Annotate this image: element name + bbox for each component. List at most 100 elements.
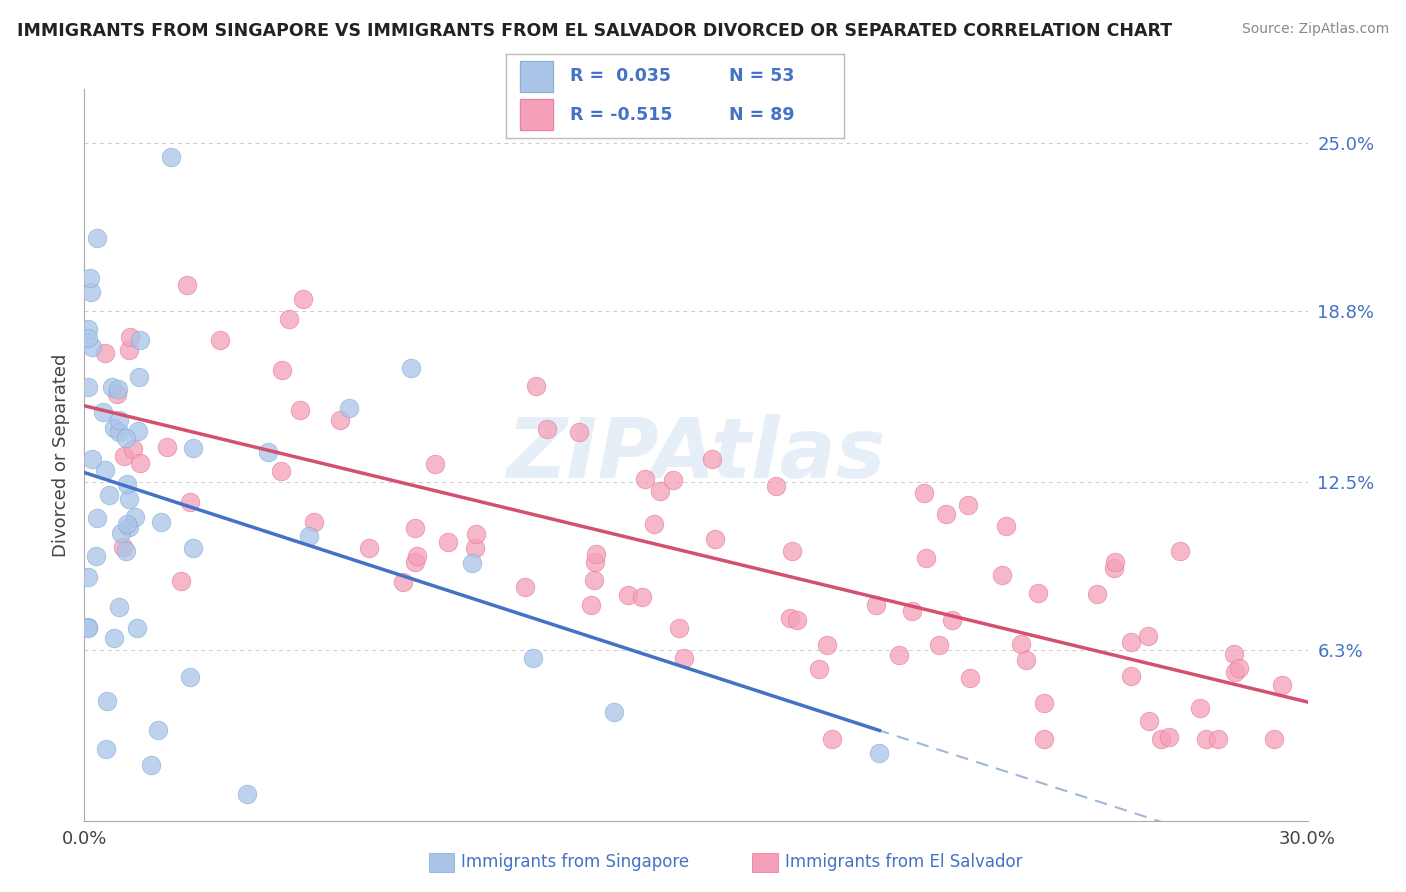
Point xyxy=(108,425,131,439)
Point xyxy=(77,621,100,635)
Point xyxy=(583,573,606,587)
Point xyxy=(662,473,685,487)
Text: IMMIGRANTS FROM SINGAPORE VS IMMIGRANTS FROM EL SALVADOR DIVORCED OR SEPARATED C: IMMIGRANTS FROM SINGAPORE VS IMMIGRANTS … xyxy=(17,22,1173,40)
Point xyxy=(96,694,118,708)
Point xyxy=(82,452,104,467)
Text: N = 89: N = 89 xyxy=(728,105,794,123)
Point xyxy=(392,574,415,589)
Point xyxy=(423,457,446,471)
Bar xyxy=(520,99,554,130)
Point xyxy=(404,521,426,535)
Point xyxy=(1137,714,1160,728)
Point xyxy=(110,525,132,540)
Point xyxy=(339,401,361,416)
Point xyxy=(108,413,131,427)
Point xyxy=(567,425,589,439)
Point xyxy=(703,532,725,546)
Point xyxy=(97,488,120,502)
Point xyxy=(77,331,100,345)
Point xyxy=(155,440,177,454)
Point xyxy=(257,445,280,459)
Point xyxy=(436,534,458,549)
Point xyxy=(990,568,1012,582)
Point xyxy=(77,620,100,634)
Point xyxy=(399,360,422,375)
Point xyxy=(994,519,1017,533)
Text: N = 53: N = 53 xyxy=(728,68,794,86)
Point xyxy=(782,544,804,558)
Point xyxy=(935,508,957,522)
Point xyxy=(928,638,950,652)
Point xyxy=(108,600,131,615)
Point xyxy=(179,670,201,684)
Point xyxy=(643,517,665,532)
Point xyxy=(406,549,429,564)
Point xyxy=(779,610,801,624)
Point xyxy=(807,662,830,676)
Point xyxy=(278,312,301,326)
Point xyxy=(1033,732,1056,747)
Point xyxy=(103,421,125,435)
Point xyxy=(298,529,321,543)
Point xyxy=(115,476,138,491)
Point xyxy=(1137,630,1160,644)
Point xyxy=(912,486,935,500)
Point xyxy=(815,638,838,652)
Point xyxy=(668,621,690,635)
Point xyxy=(146,723,169,737)
Point xyxy=(120,330,142,344)
Point xyxy=(208,333,231,347)
Point xyxy=(1229,661,1251,675)
Point xyxy=(524,378,547,392)
Point xyxy=(956,498,979,512)
Point xyxy=(465,527,488,541)
Point xyxy=(1222,647,1244,661)
Point xyxy=(1032,696,1054,710)
Point xyxy=(118,492,141,507)
Point xyxy=(270,363,292,377)
Point xyxy=(96,742,118,756)
Point xyxy=(107,382,129,396)
Point xyxy=(86,511,108,525)
Point xyxy=(129,457,152,471)
Point xyxy=(1168,544,1191,558)
Point xyxy=(128,424,150,438)
Point xyxy=(585,547,607,561)
Point xyxy=(821,732,844,747)
Point xyxy=(121,442,143,456)
Point xyxy=(672,651,695,665)
Point xyxy=(236,787,259,801)
Point xyxy=(111,540,134,554)
Point xyxy=(1195,732,1218,747)
Point xyxy=(181,441,204,455)
Point xyxy=(1263,732,1285,747)
Point xyxy=(630,590,652,604)
Point xyxy=(1223,665,1246,679)
Point xyxy=(869,746,891,760)
Point xyxy=(141,758,163,772)
Point xyxy=(634,472,657,486)
Point xyxy=(1085,587,1108,601)
Text: R = -0.515: R = -0.515 xyxy=(571,105,673,123)
Point xyxy=(1026,586,1049,600)
Text: Source: ZipAtlas.com: Source: ZipAtlas.com xyxy=(1241,22,1389,37)
Point xyxy=(291,292,314,306)
Point xyxy=(536,422,558,436)
Point xyxy=(115,544,138,558)
Point xyxy=(94,463,117,477)
Point xyxy=(461,556,484,570)
Point xyxy=(583,555,606,569)
Point xyxy=(128,370,150,384)
Point xyxy=(160,150,183,164)
Point xyxy=(91,405,114,419)
Point xyxy=(84,549,107,563)
Point xyxy=(786,613,808,627)
Text: Immigrants from El Salvador: Immigrants from El Salvador xyxy=(785,853,1022,871)
Point xyxy=(170,574,193,588)
Point xyxy=(1150,732,1173,747)
Point xyxy=(900,604,922,618)
Point xyxy=(115,516,138,531)
Text: Immigrants from Singapore: Immigrants from Singapore xyxy=(461,853,689,871)
Point xyxy=(124,510,146,524)
Point xyxy=(114,432,136,446)
